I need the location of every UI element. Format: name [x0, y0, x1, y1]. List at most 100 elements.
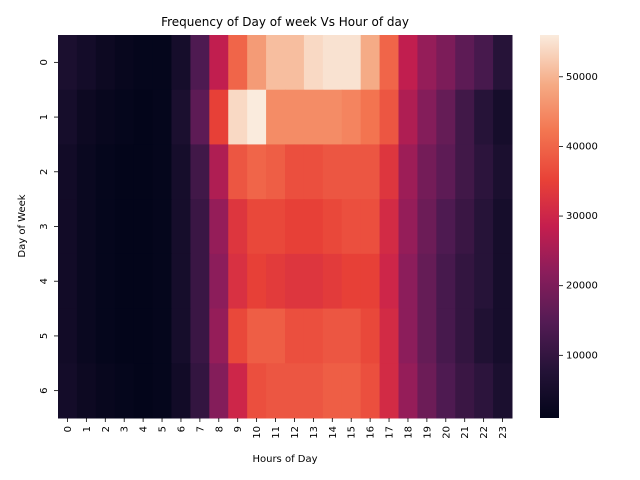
x-tick-label: 12: [290, 426, 301, 439]
heatmap-cell: [379, 89, 399, 145]
heatmap-cell: [455, 308, 475, 364]
heatmap-cell: [436, 363, 456, 419]
x-axis-label: Hours of Day: [252, 454, 317, 465]
colorbar-tick-label: 40000: [566, 141, 598, 152]
heatmap-cell: [58, 144, 78, 200]
heatmap-cell: [398, 363, 418, 419]
heatmap-cell: [493, 253, 513, 310]
heatmap-cell: [76, 308, 97, 364]
heatmap-cell: [379, 35, 399, 91]
heatmap-cell: [474, 89, 494, 145]
heatmap-cell: [398, 253, 418, 310]
heatmap-cell: [133, 199, 154, 255]
heatmap-cell: [341, 308, 362, 364]
heatmap-cell: [95, 35, 116, 91]
heatmap-cell: [360, 308, 381, 364]
heatmap-cell: [455, 363, 475, 419]
y-axis-ticks: 0 1 2 3 4 5 6: [39, 59, 58, 394]
heatmap-cell: [398, 308, 418, 364]
x-tick-label: 21: [460, 426, 471, 439]
heatmap-cell: [152, 363, 172, 419]
heatmap-cell: [436, 89, 456, 145]
x-tick-label: 2: [101, 426, 112, 432]
heatmap-cell: [285, 308, 305, 364]
heatmap-cell: [228, 199, 248, 255]
heatmap-cell: [247, 199, 267, 255]
heatmap-cell: [285, 199, 305, 255]
x-tick-label: 20: [441, 426, 452, 439]
colorbar-tick-label: 30000: [566, 211, 598, 222]
heatmap-cell: [398, 35, 418, 91]
heatmap-cell: [266, 363, 286, 419]
heatmap-cell: [114, 89, 135, 145]
y-axis-label: Day of Week: [17, 194, 28, 257]
y-tick-label: 6: [39, 387, 50, 393]
x-tick-label: 0: [63, 426, 74, 432]
heatmap-cell: [171, 144, 191, 200]
heatmap-cell: [209, 89, 229, 145]
heatmap-cell: [95, 144, 116, 200]
heatmap-cell: [76, 253, 97, 310]
heatmap-cell: [493, 89, 513, 145]
heatmap-cell: [285, 144, 305, 200]
heatmap-cell: [133, 35, 154, 91]
heatmap-cell: [417, 89, 437, 145]
heatmap-cell: [171, 308, 191, 364]
heatmap-cell: [95, 363, 116, 419]
heatmap-cell: [228, 363, 248, 419]
y-tick-label: 2: [39, 169, 50, 175]
heatmap-cell: [58, 35, 78, 91]
heatmap-cell: [303, 144, 324, 200]
heatmap-cell: [455, 144, 475, 200]
heatmap-cell: [436, 308, 456, 364]
heatmap-cell: [209, 253, 229, 310]
colorbar-tick-label: 10000: [566, 350, 598, 361]
x-tick-label: 18: [403, 426, 414, 439]
heatmap-cell: [379, 199, 399, 255]
heatmap-cell: [322, 308, 343, 364]
heatmap-cell: [322, 363, 343, 419]
heatmap-cell: [341, 199, 362, 255]
heatmap-cell: [171, 199, 191, 255]
heatmap-cells: [58, 35, 513, 419]
heatmap-cell: [190, 144, 210, 200]
heatmap-cell: [152, 253, 172, 310]
heatmap-cell: [76, 363, 97, 419]
heatmap-cell: [190, 199, 210, 255]
heatmap-cell: [379, 144, 399, 200]
x-tick-label: 11: [271, 426, 282, 439]
heatmap-cell: [303, 363, 324, 419]
x-tick-label: 9: [233, 426, 244, 432]
heatmap-cell: [114, 35, 135, 91]
heatmap-cell: [209, 199, 229, 255]
colorbar: [540, 35, 559, 418]
y-tick-label: 5: [39, 333, 50, 339]
heatmap-cell: [247, 89, 267, 145]
heatmap-cell: [303, 35, 324, 91]
heatmap-cell: [360, 35, 381, 91]
heatmap-cell: [247, 144, 267, 200]
heatmap-cell: [303, 253, 324, 310]
x-tick-label: 17: [385, 426, 396, 439]
x-tick-label: 15: [347, 426, 358, 439]
heatmap-cell: [133, 308, 154, 364]
heatmap-cell: [171, 253, 191, 310]
heatmap-cell: [493, 35, 513, 91]
heatmap-cell: [493, 199, 513, 255]
heatmap-cell: [285, 35, 305, 91]
heatmap-cell: [228, 35, 248, 91]
heatmap-cell: [209, 308, 229, 364]
chart-title: Frequency of Day of week Vs Hour of day: [161, 15, 409, 29]
heatmap-cell: [76, 144, 97, 200]
y-tick-label: 1: [39, 114, 50, 120]
heatmap-cell: [360, 199, 381, 255]
heatmap-cell: [266, 199, 286, 255]
heatmap-cell: [209, 144, 229, 200]
heatmap-cell: [266, 253, 286, 310]
heatmap-cell: [247, 308, 267, 364]
heatmap-cell: [360, 363, 381, 419]
heatmap-cell: [95, 199, 116, 255]
heatmap-cell: [493, 308, 513, 364]
heatmap-cell: [190, 89, 210, 145]
